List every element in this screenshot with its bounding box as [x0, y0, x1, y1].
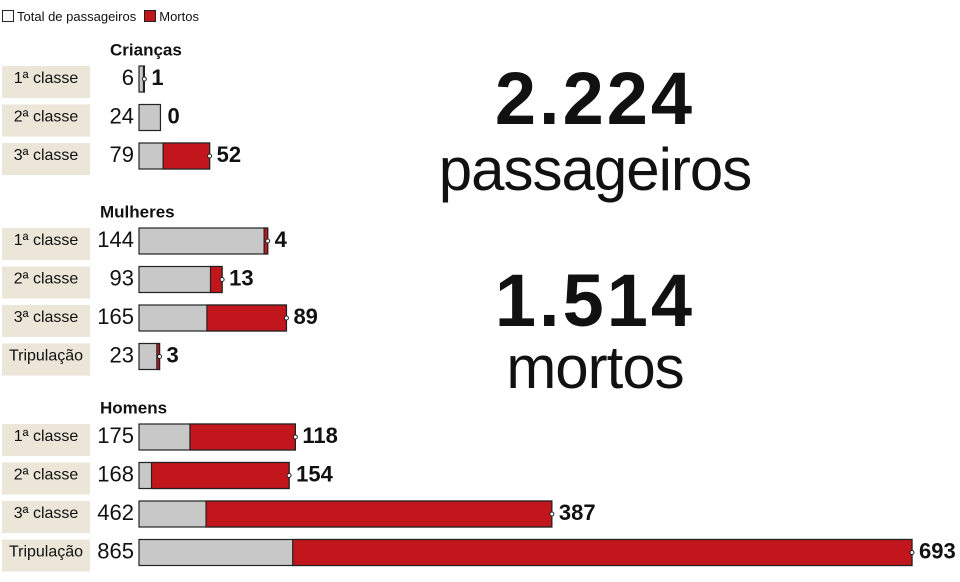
total-value-label: 462 [97, 500, 134, 525]
row-label: 1ª classe [14, 70, 79, 87]
total-value-label: 24 [110, 103, 134, 128]
legend-label-total: Total de passageiros [17, 8, 137, 24]
legend-swatch-total [2, 10, 14, 22]
dead-marker-dot [219, 277, 225, 282]
total-value-label: 144 [97, 227, 134, 252]
row-label-box [2, 305, 90, 337]
total-value-label: 23 [110, 342, 134, 367]
passengers-total-number: 2.224 [494, 57, 696, 140]
total-value-label: 865 [97, 538, 134, 563]
dead-marker-dot [207, 153, 213, 159]
row-label-box [2, 266, 90, 299]
dead-value-label: 13 [229, 265, 253, 290]
total-value-label: 93 [110, 265, 134, 290]
group-title: Homens [100, 398, 167, 417]
dead-value-label: 3 [167, 342, 179, 367]
dead-value-label: 0 [167, 103, 179, 128]
dead-bar [206, 304, 288, 332]
total-value-label: 168 [97, 461, 134, 486]
row-label-box [2, 104, 90, 137]
total-bar [138, 227, 269, 255]
row-label-box [2, 462, 90, 495]
dead-marker-dot [549, 511, 555, 517]
dead-bar [150, 461, 290, 490]
dead-marker-dot [283, 315, 289, 321]
total-value-label: 79 [110, 142, 134, 167]
group-title: Crianças [110, 40, 182, 59]
passengers-total-word: passageiros [438, 136, 753, 203]
row-label: 2ª classe [14, 271, 79, 288]
row-label-box [2, 343, 90, 376]
dead-bar [205, 500, 553, 528]
dead-bar [292, 538, 913, 567]
dead-marker-dot [265, 238, 271, 244]
row-label: 3ª classe [14, 147, 79, 164]
row-label-box [2, 539, 90, 572]
row-label-box [2, 501, 90, 533]
row-label: 3ª classe [14, 309, 79, 326]
row-label: 1ª classe [14, 232, 79, 249]
legend-label-dead: Mortos [159, 8, 199, 24]
group-title: Mulheres [100, 202, 175, 221]
row-label: 3ª classe [14, 505, 79, 522]
legend: Total de passageiros Mortos [2, 6, 207, 26]
total-bar [138, 265, 223, 294]
dead-value-label: 89 [293, 304, 317, 329]
row-label: 2ª classe [14, 467, 79, 484]
legend-swatch-dead [144, 10, 157, 22]
dead-value-label: 1 [151, 65, 163, 90]
row-label-box [2, 228, 90, 260]
dead-marker-dot [286, 473, 292, 478]
dead-value-label: 693 [919, 538, 956, 563]
row-label-box [2, 66, 90, 98]
legend-item-total: Total de passageiros [2, 9, 136, 24]
dead-value-label: 154 [296, 461, 333, 486]
dead-value-label: 387 [559, 500, 596, 525]
row-label: 1ª classe [14, 428, 79, 445]
dead-marker-dot [909, 550, 915, 555]
dead-total-number: 1.514 [494, 259, 696, 342]
total-value-label: 165 [97, 304, 134, 329]
dead-marker-dot [292, 434, 298, 440]
dead-bar [162, 142, 211, 170]
legend-item-dead: Mortos [144, 9, 199, 24]
dead-bar [189, 423, 296, 451]
row-label-box [2, 143, 90, 175]
row-label: Tripulação [9, 348, 83, 365]
dead-value-label: 4 [275, 227, 288, 252]
row-label: 2ª classe [14, 109, 79, 126]
row-label: Tripulação [9, 544, 83, 561]
dead-value-label: 118 [302, 423, 338, 448]
dead-total-word: mortos [506, 334, 684, 401]
row-label-box [2, 424, 90, 456]
total-value-label: 6 [122, 65, 134, 90]
dead-marker-dot [157, 354, 163, 359]
total-value-label: 175 [97, 423, 134, 448]
total-bar [138, 103, 162, 132]
dead-marker-dot [141, 76, 147, 82]
dead-value-label: 52 [217, 142, 241, 167]
